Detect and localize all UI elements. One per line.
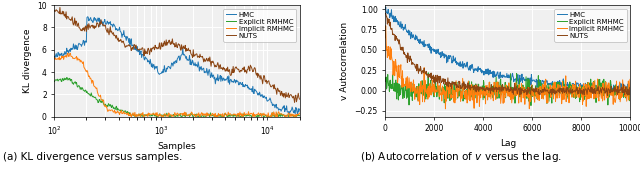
HMC [294, 114, 301, 116]
Text: (a) KL divergence versus samples.: (a) KL divergence versus samples. [3, 152, 182, 163]
Explicit RMHMC [445, 88, 452, 90]
Y-axis label: KL divergence: KL divergence [22, 29, 31, 93]
HMC [526, 81, 534, 83]
Y-axis label: v Autocorrelation: v Autocorrelation [340, 22, 349, 100]
Implicit RMHMC [442, 108, 449, 110]
NUTS [425, 73, 433, 76]
Implicit RMHMC [567, 85, 575, 87]
Implicit RMHMC [230, 113, 237, 115]
NUTS [526, 90, 534, 92]
NUTS [51, 10, 58, 12]
HMC [228, 81, 236, 83]
NUTS [229, 65, 237, 68]
Legend: HMC, Explicit RMHMC, Implicit RMHMC, NUTS: HMC, Explicit RMHMC, Implicit RMHMC, NUT… [554, 9, 627, 42]
HMC [84, 16, 92, 18]
NUTS [296, 98, 303, 100]
Explicit RMHMC [425, 90, 433, 93]
Explicit RMHMC [131, 116, 139, 118]
HMC [566, 85, 574, 88]
HMC [445, 54, 452, 57]
NUTS [56, 6, 64, 9]
HMC [296, 108, 303, 110]
HMC [545, 82, 553, 84]
Explicit RMHMC [51, 81, 58, 83]
Implicit RMHMC [296, 112, 303, 114]
Implicit RMHMC [127, 116, 135, 118]
Implicit RMHMC [445, 86, 453, 88]
NUTS [205, 60, 213, 62]
NUTS [81, 30, 88, 32]
NUTS [228, 68, 236, 70]
HMC [627, 86, 634, 88]
Implicit RMHMC [51, 56, 58, 58]
HMC [51, 56, 58, 58]
NUTS [131, 44, 139, 46]
Implicit RMHMC [228, 114, 236, 116]
Explicit RMHMC [296, 115, 303, 117]
HMC [425, 43, 433, 45]
Explicit RMHMC [527, 105, 535, 107]
HMC [131, 46, 139, 48]
Explicit RMHMC [493, 94, 500, 96]
HMC [381, 8, 389, 10]
Explicit RMHMC [526, 94, 534, 97]
Implicit RMHMC [381, 37, 389, 39]
Line: NUTS: NUTS [54, 7, 300, 102]
Explicit RMHMC [546, 93, 554, 95]
NUTS [545, 92, 553, 94]
HMC [148, 63, 156, 65]
NUTS [627, 89, 634, 91]
NUTS [444, 86, 452, 88]
Text: (b) Autocorrelation of $v$ versus the lag.: (b) Autocorrelation of $v$ versus the la… [360, 151, 562, 164]
NUTS [492, 86, 500, 89]
Explicit RMHMC [567, 84, 575, 86]
Explicit RMHMC [149, 114, 157, 116]
Implicit RMHMC [132, 116, 140, 118]
Implicit RMHMC [149, 113, 157, 115]
Explicit RMHMC [206, 116, 214, 118]
Explicit RMHMC [63, 77, 70, 79]
Explicit RMHMC [381, 77, 389, 79]
Explicit RMHMC [81, 90, 88, 92]
X-axis label: Lag: Lag [500, 139, 516, 148]
Explicit RMHMC [228, 115, 236, 117]
NUTS [381, 12, 389, 14]
Implicit RMHMC [627, 93, 634, 96]
Explicit RMHMC [627, 88, 634, 90]
Line: Implicit RMHMC: Implicit RMHMC [54, 53, 300, 117]
Line: Explicit RMHMC: Explicit RMHMC [385, 73, 630, 106]
HMC [205, 68, 213, 70]
Implicit RMHMC [81, 67, 88, 69]
Implicit RMHMC [527, 100, 534, 102]
HMC [229, 81, 237, 83]
Line: Explicit RMHMC: Explicit RMHMC [54, 78, 300, 117]
NUTS [148, 47, 156, 49]
Line: HMC: HMC [385, 7, 630, 93]
NUTS [291, 101, 298, 104]
Implicit RMHMC [425, 96, 433, 98]
HMC [382, 6, 390, 8]
Implicit RMHMC [493, 82, 501, 84]
NUTS [604, 94, 611, 96]
Line: HMC: HMC [54, 17, 300, 115]
Implicit RMHMC [206, 113, 214, 116]
HMC [80, 40, 88, 42]
Line: Implicit RMHMC: Implicit RMHMC [385, 26, 630, 109]
NUTS [566, 88, 573, 90]
HMC [620, 92, 628, 94]
Explicit RMHMC [230, 116, 237, 118]
Implicit RMHMC [546, 90, 554, 92]
Explicit RMHMC [132, 114, 140, 116]
HMC [493, 74, 500, 76]
Legend: HMC, Explicit RMHMC, Implicit RMHMC, NUTS: HMC, Explicit RMHMC, Implicit RMHMC, NUT… [223, 9, 296, 42]
Implicit RMHMC [64, 52, 72, 54]
Line: NUTS: NUTS [385, 13, 630, 95]
X-axis label: Samples: Samples [157, 142, 196, 151]
Explicit RMHMC [424, 72, 432, 74]
Implicit RMHMC [382, 25, 390, 27]
